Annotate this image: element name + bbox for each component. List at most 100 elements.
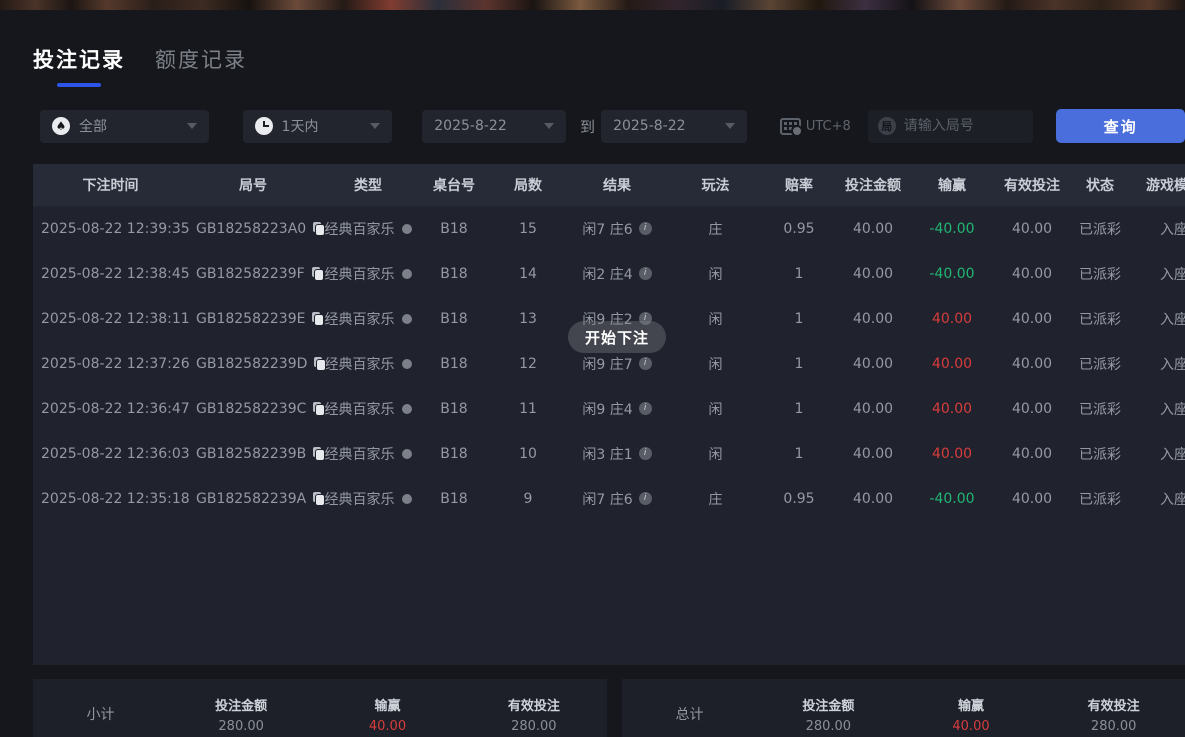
table-row: 2025-08-22 12:37:26 GB182582239D 经典百家乐 B… xyxy=(33,341,1185,386)
game-type-dot-icon xyxy=(401,358,412,369)
total-title: 总计 xyxy=(675,707,704,723)
table-row: 2025-08-22 12:38:11 GB182582239E 经典百家乐 B… xyxy=(33,296,1185,341)
copy-icon[interactable] xyxy=(313,401,325,416)
subtotal-valid-bet-group: 有效投注 280.00 xyxy=(461,695,607,734)
game-type: 经典百家乐 xyxy=(324,401,395,418)
result: 闲3 庄1 xyxy=(582,446,633,463)
bet-amount: 40.00 xyxy=(852,265,894,282)
valid-bet: 40.00 xyxy=(1011,355,1053,372)
result: 闲9 庄7 xyxy=(582,356,633,373)
odds: 0.95 xyxy=(783,490,815,507)
game-type: 经典百家乐 xyxy=(324,266,395,283)
win-loss: 40.00 xyxy=(931,400,973,417)
round-number-input[interactable] xyxy=(903,118,1014,134)
bet-time: 2025-08-22 12:38:45 xyxy=(41,265,190,282)
round-id: GB182582239D xyxy=(196,355,308,372)
game-type-dot-icon xyxy=(401,268,412,279)
column-header-play: 玩法 xyxy=(701,178,730,194)
game-type: 经典百家乐 xyxy=(324,311,395,328)
table-no: B18 xyxy=(440,220,468,237)
table-no: B18 xyxy=(440,400,468,417)
table-row: 2025-08-22 12:36:47 GB182582239C 经典百家乐 B… xyxy=(33,386,1185,431)
game-type-select[interactable]: ♠ 全部 xyxy=(40,109,209,143)
round-count: 15 xyxy=(519,220,537,237)
subtotal-win-loss-value: 40.00 xyxy=(368,718,407,734)
odds: 1 xyxy=(794,355,804,372)
win-loss: -40.00 xyxy=(929,265,975,282)
info-icon[interactable]: i xyxy=(638,402,652,415)
round-count: 13 xyxy=(519,310,537,327)
round-count: 12 xyxy=(519,355,537,372)
copy-icon[interactable] xyxy=(312,311,324,326)
round-id: GB182582239B xyxy=(196,445,307,462)
tab-quota-records-label: 额度记录 xyxy=(155,48,247,72)
info-icon[interactable]: i xyxy=(638,492,652,505)
game-mode: 入座 xyxy=(1160,221,1185,238)
table-row: 2025-08-22 12:35:18 GB182582239A 经典百家乐 B… xyxy=(33,476,1185,521)
bet-time: 2025-08-22 12:38:11 xyxy=(41,310,190,327)
bet-amount: 40.00 xyxy=(852,490,894,507)
game-type: 经典百家乐 xyxy=(324,446,395,463)
tab-quota-records[interactable]: 额度记录 xyxy=(155,44,247,87)
active-tab-underline xyxy=(57,83,101,87)
info-icon[interactable]: i xyxy=(638,312,652,325)
info-icon[interactable]: i xyxy=(638,267,652,280)
win-loss: -40.00 xyxy=(929,490,975,507)
query-button[interactable]: 查询 xyxy=(1056,109,1185,143)
total-win-loss-value: 40.00 xyxy=(952,718,990,734)
round-id: GB182582239E xyxy=(196,310,306,327)
play-type: 闲 xyxy=(708,401,723,418)
status-badge: 已派彩 xyxy=(1079,491,1121,508)
column-header-valid-bet: 有效投注 xyxy=(1004,178,1060,194)
result: 闲9 庄4 xyxy=(582,401,633,418)
valid-bet: 40.00 xyxy=(1011,445,1053,462)
column-header-result: 结果 xyxy=(603,178,631,194)
copy-icon[interactable] xyxy=(313,491,325,506)
status-badge: 已派彩 xyxy=(1079,446,1121,463)
odds: 1 xyxy=(794,265,804,282)
bet-time: 2025-08-22 12:36:47 xyxy=(41,400,190,417)
column-header-game-mode: 游戏模式 xyxy=(1146,178,1185,194)
game-type: 经典百家乐 xyxy=(324,356,395,373)
date-to-select[interactable]: 2025-8-22 xyxy=(601,109,747,143)
column-header-round-count: 局数 xyxy=(514,178,542,194)
result: 闲2 庄4 xyxy=(582,266,633,283)
table-row: 2025-08-22 12:36:03 GB182582239B 经典百家乐 B… xyxy=(33,431,1185,476)
date-to-value: 2025-8-22 xyxy=(613,118,686,134)
table-no: B18 xyxy=(440,265,468,282)
bet-time: 2025-08-22 12:36:03 xyxy=(41,445,190,462)
round-number-field[interactable]: 局 xyxy=(867,109,1034,143)
total-box: 总计 投注金额 280.00 输赢 40.00 有效投注 280.00 xyxy=(622,679,1185,737)
bet-amount: 40.00 xyxy=(852,220,894,237)
background-video-strip xyxy=(0,0,1185,10)
subtotal-win-loss-group: 输赢 40.00 xyxy=(314,695,460,734)
tab-bet-records[interactable]: 投注记录 xyxy=(33,44,125,87)
info-icon[interactable]: i xyxy=(638,222,652,235)
date-from-select[interactable]: 2025-8-22 xyxy=(422,109,567,143)
time-range-select[interactable]: 1天内 xyxy=(242,109,393,143)
copy-icon[interactable] xyxy=(313,446,325,461)
copy-icon[interactable] xyxy=(314,356,326,371)
status-badge: 已派彩 xyxy=(1079,356,1121,373)
column-header-win-loss: 输赢 xyxy=(938,178,966,194)
game-type-value: 全部 xyxy=(79,119,107,135)
win-loss: 40.00 xyxy=(931,445,973,462)
status-badge: 已派彩 xyxy=(1079,266,1121,283)
date-to-label: 到 xyxy=(580,117,596,136)
clock-icon xyxy=(254,117,273,135)
date-from-value: 2025-8-22 xyxy=(434,118,507,134)
table-row: 2025-08-22 12:38:45 GB182582239F 经典百家乐 B… xyxy=(33,251,1185,296)
copy-icon[interactable] xyxy=(311,266,324,281)
game-type-dot-icon xyxy=(401,403,412,414)
subtotal-box: 小计 投注金额 280.00 输赢 40.00 有效投注 280.00 xyxy=(33,679,607,737)
column-header-odds: 赔率 xyxy=(785,178,813,194)
info-icon[interactable]: i xyxy=(638,447,652,460)
play-type: 闲 xyxy=(708,311,723,328)
win-loss: 40.00 xyxy=(931,310,973,327)
spade-icon: ♠ xyxy=(52,117,70,135)
copy-icon[interactable] xyxy=(313,221,325,236)
game-type: 经典百家乐 xyxy=(324,221,395,238)
valid-bet: 40.00 xyxy=(1011,400,1053,417)
round-count: 9 xyxy=(523,490,533,507)
info-icon[interactable]: i xyxy=(638,357,652,370)
